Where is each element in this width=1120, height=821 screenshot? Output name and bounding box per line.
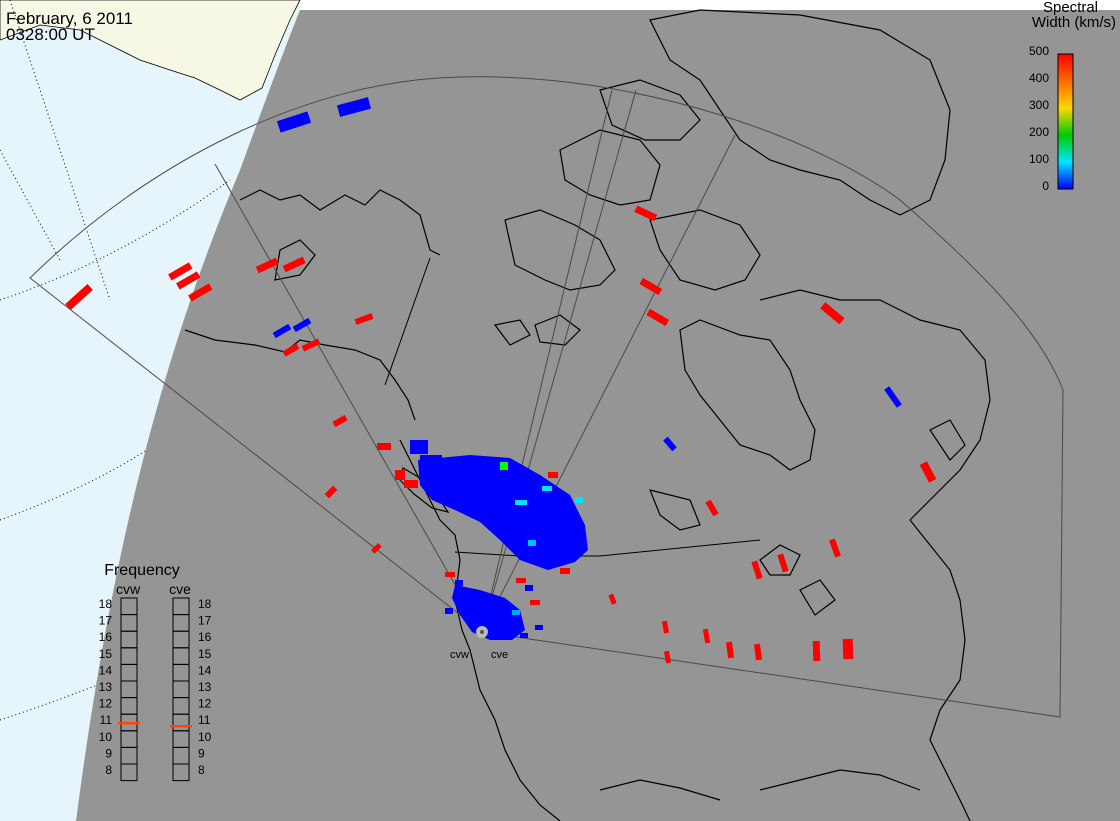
frequency-marker-cve (170, 725, 192, 728)
frequency-level-label: 8 (198, 763, 205, 777)
colorbar-tick: 300 (1029, 98, 1049, 112)
frequency-level-label: 17 (198, 614, 212, 628)
radar-site-dot (480, 630, 484, 634)
colorbar-gradient (1057, 53, 1074, 190)
night-region (76, 10, 1120, 821)
colorbar-tick: 0 (1042, 179, 1049, 193)
scatter-cyan (500, 462, 583, 615)
colorbar-tick: 100 (1029, 152, 1049, 166)
frequency-level-label: 13 (198, 680, 212, 694)
frequency-radar-label-cvw: cvw (116, 581, 141, 597)
frequency-level-label: 10 (99, 730, 113, 744)
frequency-level-label: 11 (100, 713, 113, 727)
frequency-marker-cvw (118, 722, 140, 725)
frequency-level-label: 9 (198, 746, 205, 760)
frequency-level-label: 15 (99, 647, 113, 661)
frequency-level-label: 8 (105, 763, 112, 777)
frequency-cell (172, 763, 190, 782)
frequency-radar-label-cve: cve (169, 581, 191, 597)
time-label: 0328:00 UT (6, 25, 95, 44)
frequency-level-label: 14 (99, 663, 113, 677)
radar-field-of-view (29, 76, 1064, 718)
frequency-level-label: 16 (198, 630, 212, 644)
frequency-panel: Frequency cvw cve 18 17 16 15 14 13 12 11 10 9 8 18… (99, 562, 212, 782)
frequency-level-label: 17 (99, 614, 113, 628)
frequency-level-label: 14 (198, 663, 212, 677)
colorbar-tick: 500 (1029, 44, 1049, 58)
frequency-level-label: 18 (198, 597, 212, 611)
colorbar-title-1: Spectral (1043, 0, 1098, 16)
frequency-level-label: 12 (198, 697, 212, 711)
colorbar-tick: 200 (1029, 125, 1049, 139)
colorbar: Spectral Width (km/s) 500 400 300 200 10… (1029, 0, 1116, 193)
frequency-level-label: 15 (198, 647, 212, 661)
frequency-level-label: 10 (198, 730, 212, 744)
frequency-level-label: 18 (99, 597, 113, 611)
frequency-level-label: 12 (99, 697, 113, 711)
frequency-level-label: 13 (99, 680, 113, 694)
radar-label-cve: cve (491, 649, 508, 661)
frequency-title: Frequency (104, 562, 180, 579)
frequency-level-label: 11 (198, 713, 211, 727)
colorbar-tick: 400 (1029, 71, 1049, 85)
frequency-cell (120, 763, 138, 782)
borders (384, 257, 761, 557)
colorbar-title-2: Width (km/s) (1032, 14, 1116, 31)
daylight-land-alaska (0, 0, 301, 101)
radar-label-cvw: cvw (450, 649, 469, 661)
frequency-level-label: 9 (105, 746, 112, 760)
frequency-level-label: 16 (99, 630, 113, 644)
date-label: February, 6 2011 (6, 9, 133, 28)
coastlines (184, 9, 991, 821)
scatter-blue (272, 97, 902, 640)
